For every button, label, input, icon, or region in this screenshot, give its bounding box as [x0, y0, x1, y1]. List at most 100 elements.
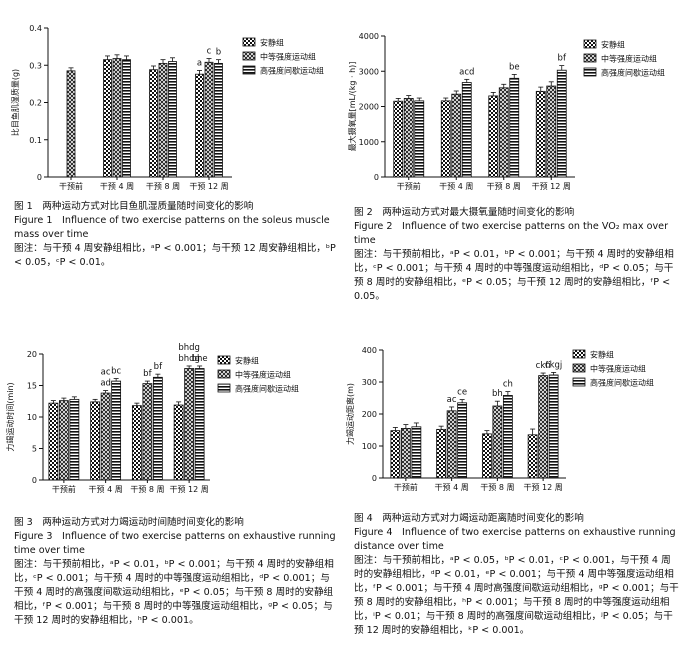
y-tick-label: 0	[32, 476, 37, 485]
y-tick-label: 0.1	[29, 136, 42, 145]
y-axis-label: 最大摄氧量[mL/(kg · h)]	[347, 62, 357, 152]
y-tick-label: 0	[372, 474, 377, 483]
x-tick-label: 干预前	[59, 181, 83, 191]
legend-label: 安静组	[260, 38, 284, 48]
y-tick-label: 0.4	[29, 24, 42, 33]
x-tick-label: 干预 12 周	[532, 181, 571, 191]
bar	[100, 392, 111, 481]
significance-label: bf	[154, 362, 163, 372]
significance-label: bhe	[192, 354, 208, 364]
x-tick-label: 干预 4 周	[439, 181, 473, 191]
bar	[69, 398, 80, 481]
significance-label: bhdg	[178, 354, 200, 364]
y-tick-label: 100	[362, 442, 377, 451]
significance-label: ch	[503, 380, 513, 390]
bar	[66, 70, 76, 178]
bar	[112, 58, 122, 178]
legend-swatch	[572, 377, 586, 387]
bar	[488, 95, 499, 178]
significance-label: ckfi	[536, 361, 551, 371]
bar	[527, 434, 538, 479]
x-tick-label: 干预 8 周	[146, 181, 180, 191]
significance-label: a	[197, 58, 202, 68]
significance-label: b	[216, 48, 221, 58]
legend-label: 中等强度运动组	[235, 370, 291, 380]
bar	[546, 85, 557, 178]
caption-fig4: 图 4 两种运动方式对力竭运动距离随时间变化的影响 Figure 4 Influ…	[354, 512, 680, 638]
x-tick-label: 干预 12 周	[169, 484, 208, 494]
x-tick-label: 干预 4 周	[100, 181, 134, 191]
bar	[168, 61, 177, 178]
bar	[173, 404, 184, 481]
bar	[436, 428, 447, 479]
bar	[103, 59, 112, 178]
bar	[411, 426, 422, 479]
legend-label: 高强度间歇运动组	[260, 66, 324, 76]
y-tick-label: 300	[362, 378, 377, 387]
y-tick-label: 0.3	[29, 61, 42, 70]
legend-label: 安静组	[601, 40, 625, 50]
bar	[481, 433, 492, 479]
bar	[535, 90, 546, 178]
legend-swatch	[572, 363, 586, 373]
bar	[142, 383, 153, 481]
bar	[556, 69, 567, 178]
y-axis-label: 力竭运动距离(m)	[345, 383, 355, 445]
y-tick-label: 200	[362, 410, 377, 419]
legend-label: 中等强度运动组	[601, 54, 657, 64]
bar	[214, 62, 223, 178]
significance-label: be	[509, 62, 520, 72]
bar	[502, 395, 513, 479]
legend-swatch	[583, 53, 597, 63]
caption-fig2-note: 图注：与干预前相比，ᵃP < 0.01，ᵇP < 0.001；与干预 4 周时的…	[354, 249, 674, 302]
caption-fig2-cn: 图 2 两种运动方式对最大摄氧量随时间变化的影响	[354, 207, 575, 218]
bar	[90, 401, 101, 481]
legend-swatch	[217, 355, 231, 365]
bar	[184, 368, 195, 481]
significance-label: ce	[457, 388, 467, 398]
bar	[131, 405, 142, 481]
figure-2: 0 1000 2000 3000 4000 最大摄氧量[mL/(kg · h)] 干预前 干预…	[343, 0, 687, 205]
bar	[204, 61, 214, 178]
caption-fig4-en: Figure 4 Influence of two exercise patte…	[354, 527, 676, 552]
y-tick-label: 4000	[359, 32, 379, 41]
caption-fig3: 图 3 两种运动方式对力竭运动时间随时间变化的影响 Figure 3 Influ…	[14, 516, 336, 628]
bar	[149, 69, 158, 178]
bar	[195, 73, 204, 178]
bar	[548, 374, 559, 479]
legend-swatch	[242, 37, 256, 47]
legend-swatch	[583, 39, 597, 49]
significance-label: acd	[459, 67, 474, 77]
bar	[194, 368, 205, 481]
x-tick-label: 干预 8 周	[130, 484, 164, 494]
bar	[498, 87, 509, 178]
legend-swatch	[217, 369, 231, 379]
caption-fig1-cn: 图 1 两种运动方式对比目鱼肌湿质量随时间变化的影响	[14, 201, 254, 212]
bar	[122, 59, 131, 178]
y-tick-label: 20	[27, 350, 37, 359]
legend-label: 安静组	[235, 356, 259, 366]
caption-fig1-note: 图注：与干预 4 周安静组相比，ᵃP < 0.001；与干预 12 周安静组相比…	[14, 243, 336, 268]
x-tick-label: 干预前	[394, 482, 418, 492]
caption-fig2: 图 2 两种运动方式对最大摄氧量随时间变化的影响 Figure 2 Influe…	[354, 206, 680, 304]
significance-label: bf	[143, 369, 152, 379]
chart-fig3: 0 5 10 15 20 力竭运动时间(min) 干预前 干预 4 周干预 8 周干预 12 …	[5, 343, 299, 494]
legend-label: 中等强度运动组	[590, 364, 646, 374]
legend-swatch	[217, 383, 231, 393]
bar	[48, 402, 59, 481]
legend-label: 安静组	[590, 350, 614, 360]
chart-fig2: 0 1000 2000 3000 4000 最大摄氧量[mL/(kg · h)] 干预前 干预…	[347, 32, 665, 191]
significance-label: ac	[447, 395, 457, 405]
significance-label: bc	[111, 367, 121, 377]
caption-fig1-en: Figure 1 Influence of two exercise patte…	[14, 215, 330, 240]
bar	[440, 100, 451, 178]
legend-label: 高强度间歇运动组	[601, 68, 665, 78]
figure-4: 0 100 200 300 400 力竭运动距离(m) 干预前 干预 4 周 干预 8 周干预 …	[343, 338, 687, 516]
x-tick-label: 干预 4 周	[89, 484, 123, 494]
y-tick-label: 3000	[359, 67, 379, 76]
chart-fig1: 0 0.1 0.2 0.3 0.4 比目鱼肌湿质量(g) 干预前 干预 4 周 干预 8 周干预…	[10, 24, 324, 191]
bar	[400, 428, 411, 479]
caption-fig4-cn: 图 4 两种运动方式对力竭运动距离随时间变化的影响	[354, 513, 584, 524]
y-tick-label: 10	[27, 413, 37, 422]
bar	[509, 77, 520, 178]
